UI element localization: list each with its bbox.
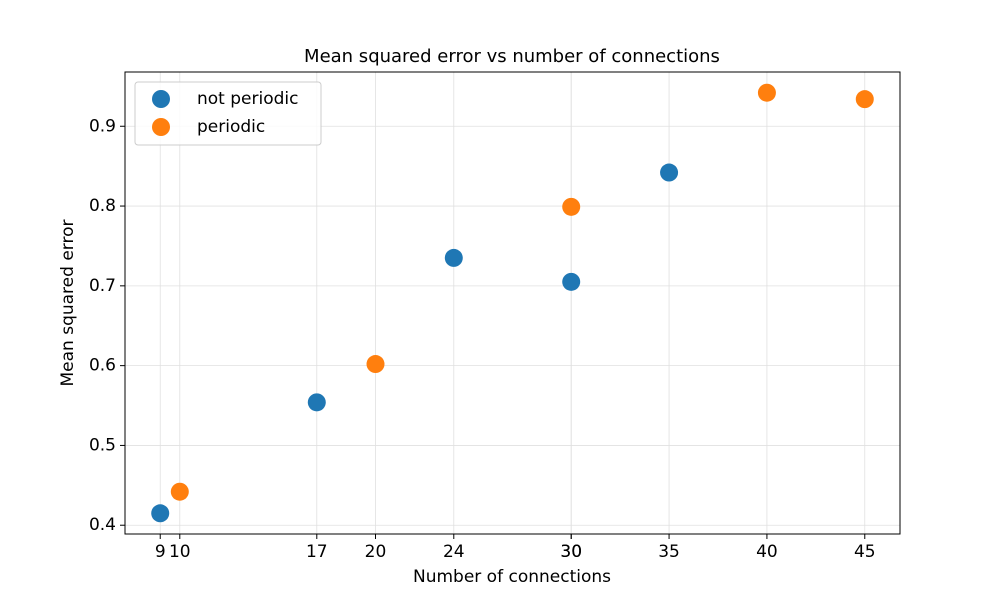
point xyxy=(444,248,463,267)
plot-frame xyxy=(124,71,901,535)
point xyxy=(366,355,385,374)
x-tick-label: 20 xyxy=(365,542,387,562)
y-axis-label: Mean squared error xyxy=(58,220,78,387)
x-tick-label: 40 xyxy=(756,542,778,562)
y-tick-label: 0.5 xyxy=(89,435,116,455)
x-tick-label: 35 xyxy=(658,542,680,562)
legend-box xyxy=(134,81,322,146)
point xyxy=(562,197,581,216)
x-tick-label: 30 xyxy=(560,542,582,562)
x-tick-label: 10 xyxy=(169,542,191,562)
chart-title: Mean squared error vs number of connecti… xyxy=(304,46,720,67)
point xyxy=(660,163,679,182)
x-tick-label: 24 xyxy=(443,542,465,562)
y-tick-label: 0.6 xyxy=(89,356,116,376)
y-tick-label: 0.7 xyxy=(89,276,116,296)
point xyxy=(307,393,326,412)
x-tick-label: 45 xyxy=(854,542,876,562)
x-axis-label: Number of connections xyxy=(413,567,611,587)
y-tick-label: 0.9 xyxy=(89,116,116,136)
point xyxy=(855,90,874,109)
legend-marker xyxy=(152,118,170,136)
point xyxy=(151,504,170,523)
y-tick-label: 0.4 xyxy=(89,515,116,535)
x-tick-label: 17 xyxy=(306,542,328,562)
x-tick-label: 9 xyxy=(155,542,166,562)
y-tick-label: 0.8 xyxy=(89,196,116,216)
point xyxy=(170,482,189,501)
x-tick-label: 30 xyxy=(560,542,582,562)
legend-label: periodic xyxy=(197,117,265,137)
point xyxy=(757,83,776,102)
legend-label: not periodic xyxy=(197,89,298,109)
legend-marker xyxy=(152,90,170,108)
point xyxy=(562,272,581,291)
